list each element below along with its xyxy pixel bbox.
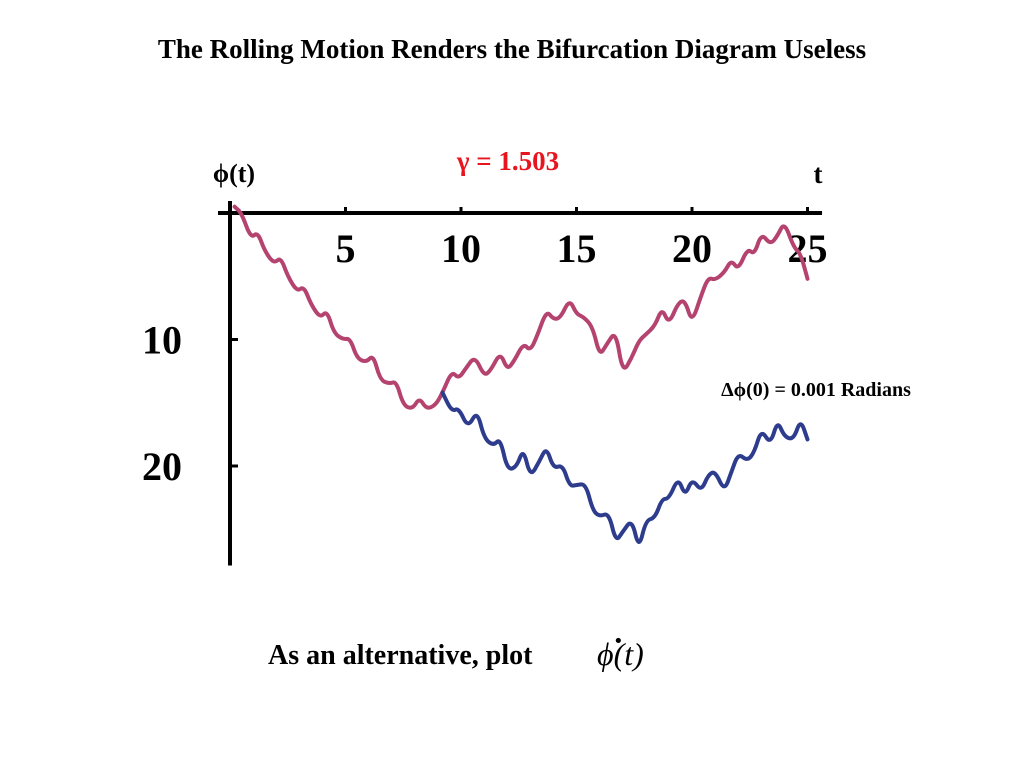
axes-group	[218, 201, 823, 566]
series-line-2	[440, 390, 810, 545]
time-derivative-dot: ·	[613, 622, 624, 658]
phi-dot-expression: ϕ(t) ·	[597, 622, 644, 673]
x-tick-label: 5	[336, 226, 356, 271]
x-axis-label: t	[814, 159, 823, 189]
y-tick-label: 10	[142, 318, 182, 363]
series-group	[232, 204, 810, 545]
phi-dot-symbol: ϕ(t)	[597, 636, 644, 672]
x-tick-label: 20	[672, 226, 712, 271]
series-line-1	[232, 204, 810, 410]
delta-annotation: Δϕ(0) = 0.001 Radians	[721, 379, 911, 401]
y-axis-label: ϕ(t)	[213, 159, 255, 188]
y-tick-label: 20	[142, 444, 182, 489]
caption-text: As an alternative, plot	[268, 640, 533, 671]
x-tick-label: 10	[441, 226, 481, 271]
x-tick-label: 15	[557, 226, 597, 271]
chart-title: γ = 1.503	[456, 146, 559, 176]
slide-title: The Rolling Motion Renders the Bifurcati…	[157, 34, 867, 64]
